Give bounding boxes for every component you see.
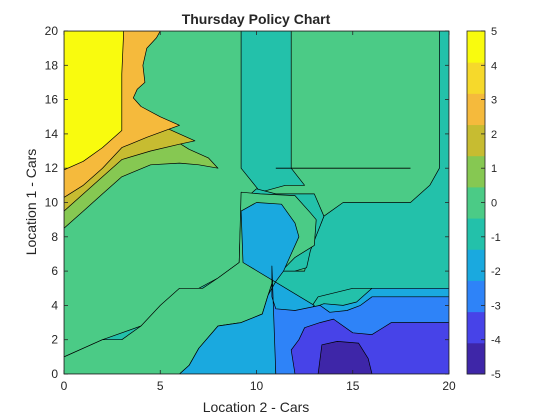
x-tick-label: 20 (442, 379, 456, 393)
x-tick-label: 5 (157, 379, 164, 393)
y-tick-label: 18 (45, 58, 59, 72)
colorbar-tick-label: -4 (491, 335, 501, 347)
colorbar: 5 4 3 2 1 0 -1 -2 -3 -4 -5 (467, 26, 501, 381)
colorbar-swatch (467, 31, 485, 63)
x-tick-label: 15 (346, 379, 360, 393)
x-tick-label: 10 (250, 379, 264, 393)
colorbar-tick-label: 1 (491, 163, 497, 175)
colorbar-swatch (467, 156, 485, 188)
x-tick-label: 0 (61, 379, 68, 393)
plot-area (64, 31, 449, 374)
y-tick-label: 10 (45, 196, 59, 210)
colorbar-swatch (467, 280, 485, 312)
colorbar-tick-label: -1 (491, 232, 501, 244)
colorbar-tick-label: -2 (491, 266, 501, 278)
y-axis-label: Location 1 - Cars (23, 149, 39, 256)
chart-title: Thursday Policy Chart (182, 11, 331, 27)
colorbar-swatch (467, 312, 485, 344)
y-tick-label: 2 (51, 333, 58, 347)
colorbar-tick-label: 0 (491, 198, 497, 210)
colorbar-tick-label: 5 (491, 26, 497, 38)
x-axis-label: Location 2 - Cars (203, 399, 310, 415)
colorbar-swatch (467, 218, 485, 250)
colorbar-swatch (467, 343, 485, 375)
colorbar-tick-label: 2 (491, 129, 497, 141)
y-tick-label: 8 (51, 230, 58, 244)
colorbar-swatch (467, 125, 485, 157)
y-tick-label: 0 (51, 367, 58, 381)
colorbar-tick-label: 3 (491, 95, 497, 107)
colorbar-tick-label: -3 (491, 300, 501, 312)
y-tick-label: 4 (51, 298, 58, 312)
colorbar-swatch (467, 249, 485, 281)
colorbar-swatch (467, 62, 485, 94)
y-tick-label: 14 (45, 127, 59, 141)
y-tick-label: 16 (45, 93, 59, 107)
y-tick-label: 6 (51, 264, 58, 278)
y-tick-label: 12 (45, 161, 59, 175)
colorbar-tick-label: 4 (491, 60, 497, 72)
y-tick-label: 20 (45, 24, 59, 38)
colorbar-tick-label: -5 (491, 369, 501, 381)
colorbar-swatch (467, 93, 485, 125)
